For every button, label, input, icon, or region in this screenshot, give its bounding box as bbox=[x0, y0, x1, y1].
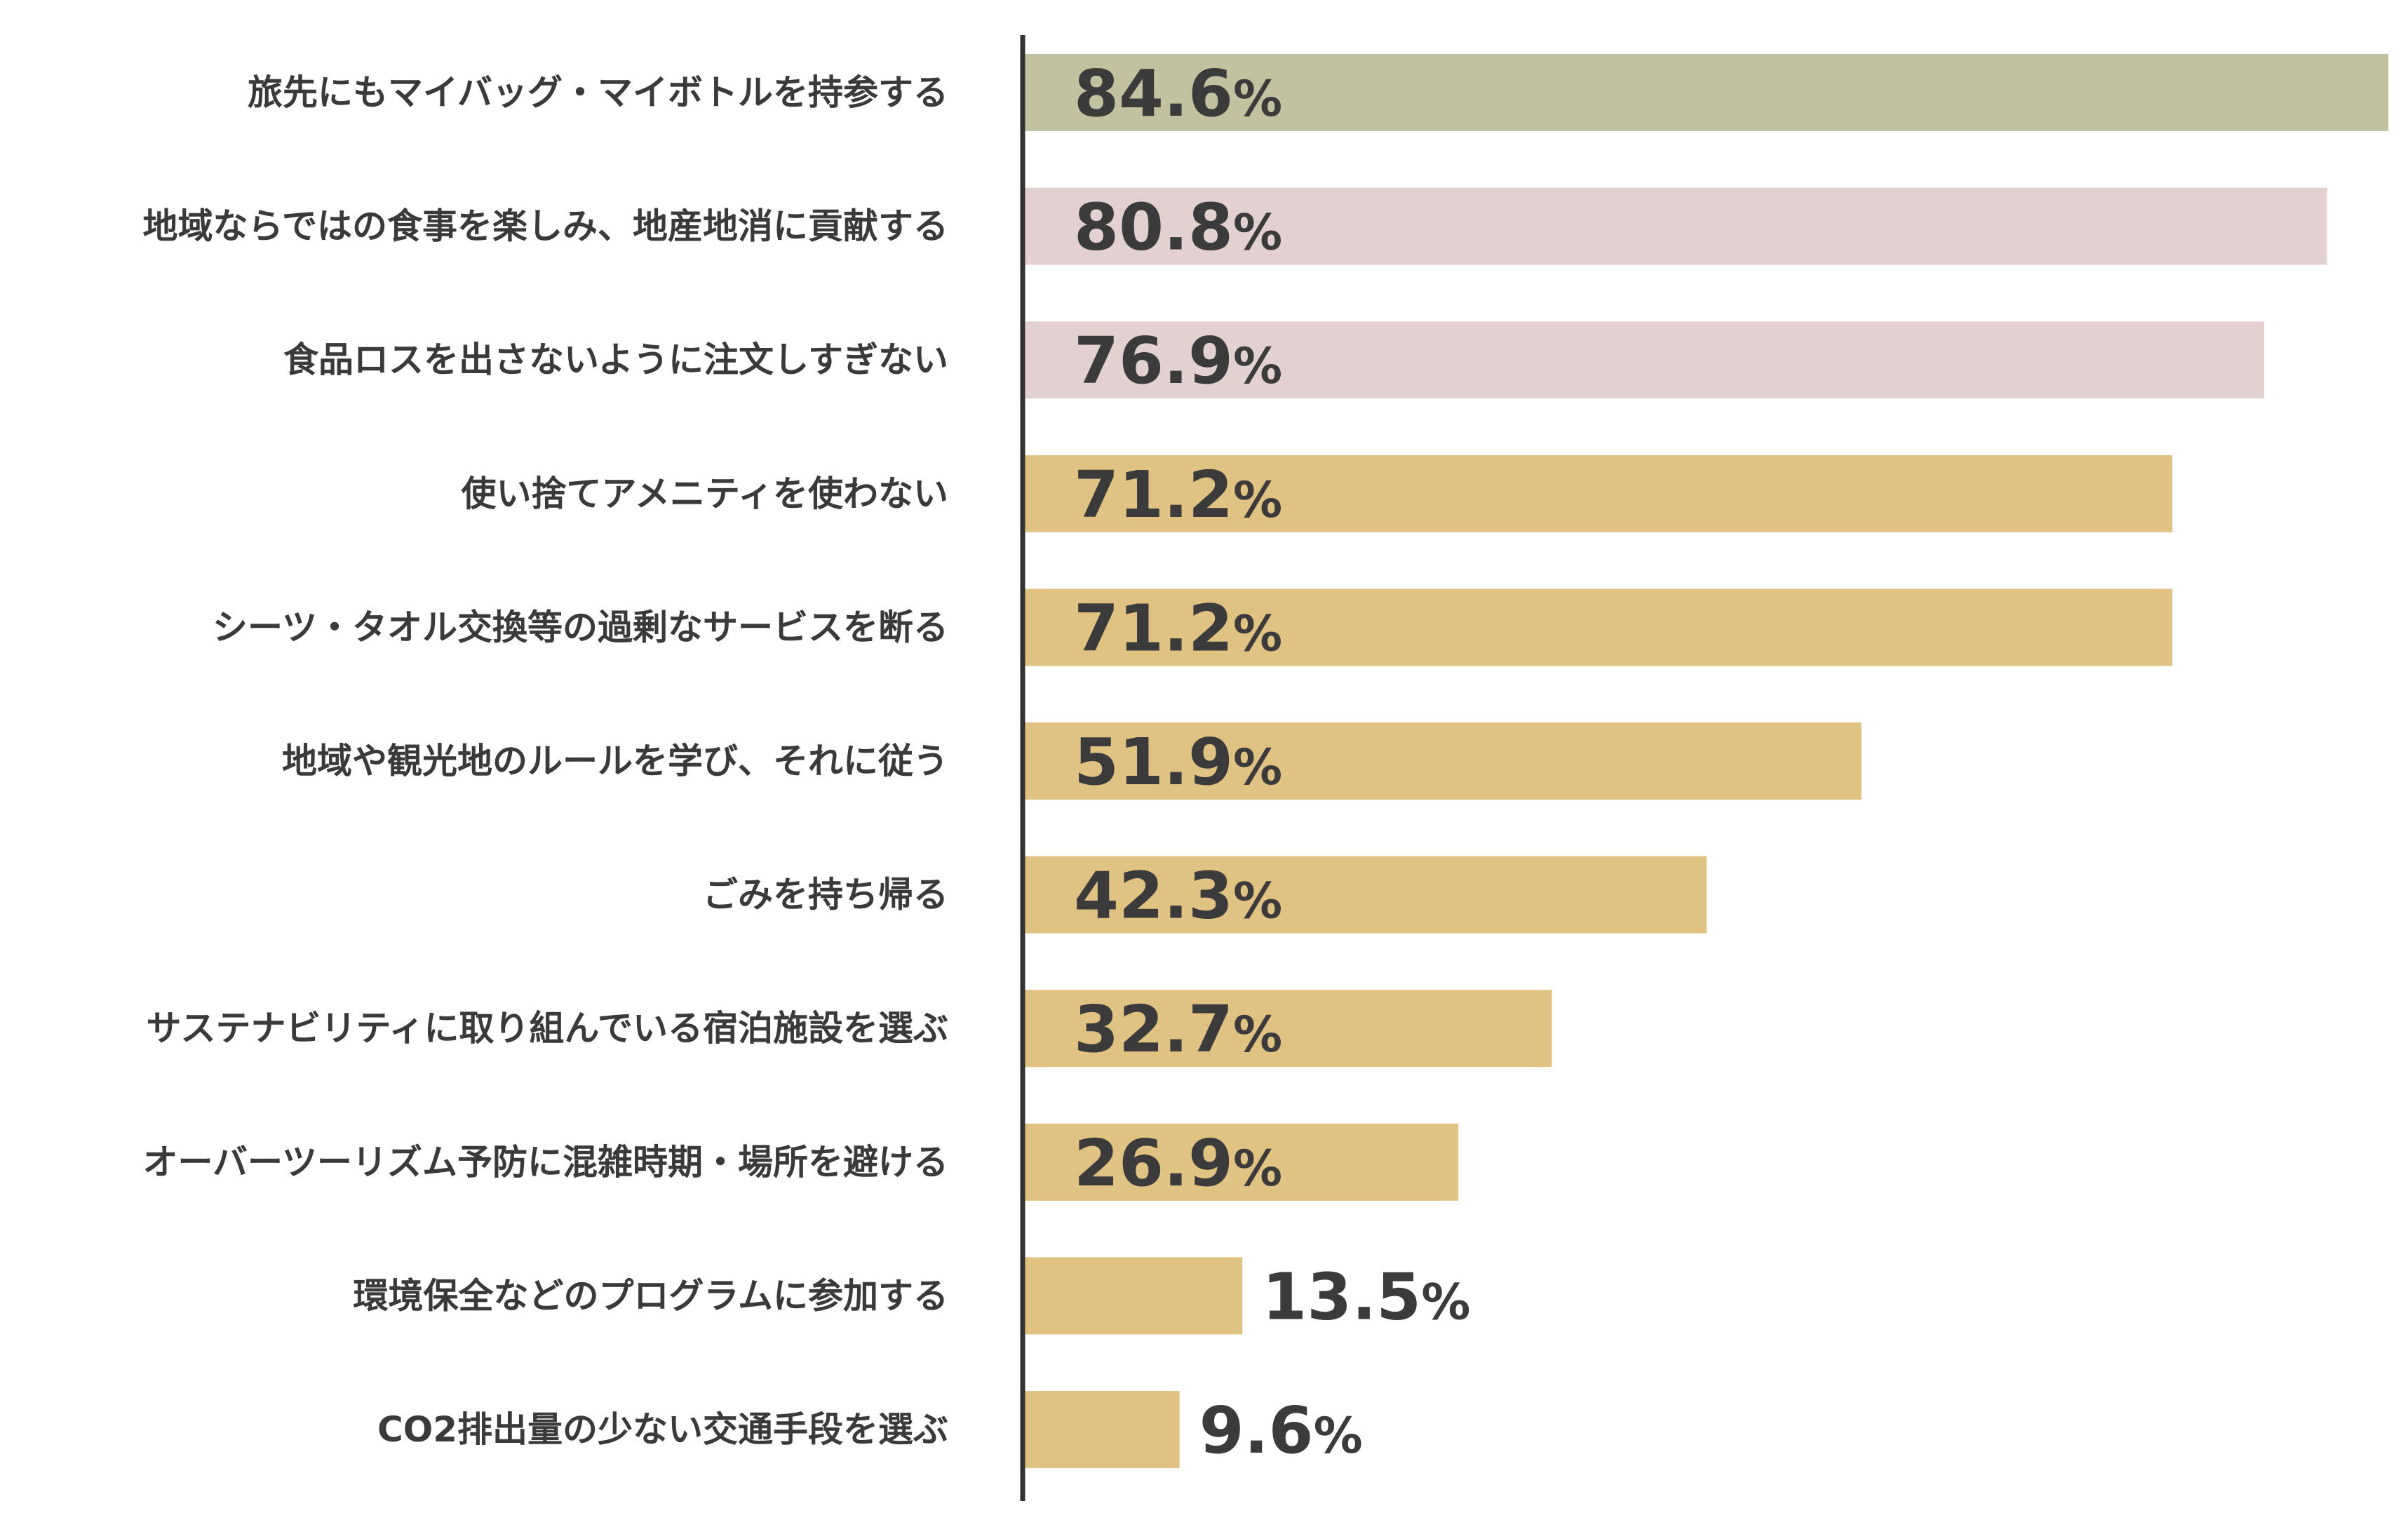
percent-sign-7: % bbox=[1233, 873, 1282, 930]
bar-6 bbox=[1025, 722, 1862, 800]
percent-sign-3: % bbox=[1233, 337, 1282, 395]
bar-8 bbox=[1025, 990, 1552, 1068]
value-label-10: 13.5% bbox=[1262, 1259, 1470, 1334]
value-label-2: 80.8% bbox=[1074, 190, 1282, 265]
value-number-5: 71.2 bbox=[1074, 591, 1233, 666]
value-number-6: 51.9 bbox=[1074, 725, 1233, 800]
category-label-8: サステナビリティに取り組んでいる宿泊施設を選ぶ bbox=[147, 1008, 949, 1049]
bar-11 bbox=[1025, 1391, 1180, 1468]
percent-sign-9: % bbox=[1233, 1140, 1282, 1197]
bar-2 bbox=[1025, 187, 2327, 265]
category-label-6: 地域や観光地のルールを学び、それに従う bbox=[282, 741, 948, 781]
value-number-11: 9.6 bbox=[1199, 1393, 1314, 1468]
bar-4 bbox=[1025, 455, 2173, 532]
value-number-7: 42.3 bbox=[1074, 859, 1233, 934]
category-label-4: 使い捨てアメニティを使わない bbox=[462, 473, 949, 514]
bar-10 bbox=[1025, 1257, 1243, 1335]
category-label-10: 環境保全などのプログラムに参加する bbox=[354, 1275, 949, 1316]
category-label-5: シーツ・タオル交換等の過剰なサービスを断る bbox=[213, 607, 948, 647]
percent-sign-11: % bbox=[1314, 1407, 1363, 1465]
percent-sign-4: % bbox=[1233, 471, 1282, 529]
value-number-9: 26.9 bbox=[1074, 1126, 1233, 1201]
category-label-1: 旅先にもマイバッグ・マイボトルを持参する bbox=[248, 72, 948, 113]
category-label-3: 食品ロスを出さないように注文しすぎない bbox=[283, 339, 948, 380]
percent-sign-2: % bbox=[1233, 204, 1282, 262]
value-label-1: 84.6% bbox=[1074, 56, 1282, 131]
value-number-8: 32.7 bbox=[1074, 992, 1233, 1067]
value-number-2: 80.8 bbox=[1074, 190, 1233, 265]
bar-3 bbox=[1025, 321, 2265, 399]
value-number-1: 84.6 bbox=[1074, 56, 1233, 131]
value-label-4: 71.2% bbox=[1074, 457, 1282, 532]
category-labels: 旅先にもマイバッグ・マイボトルを持参する地域ならではの食事を楽しみ、地産地消に貢… bbox=[143, 72, 949, 1450]
percent-sign-10: % bbox=[1421, 1273, 1470, 1331]
value-number-10: 13.5 bbox=[1262, 1259, 1421, 1334]
value-label-9: 26.9% bbox=[1074, 1126, 1282, 1201]
value-label-11: 9.6% bbox=[1199, 1393, 1363, 1468]
percent-sign-5: % bbox=[1233, 605, 1282, 662]
value-number-3: 76.9 bbox=[1074, 323, 1233, 398]
percent-sign-8: % bbox=[1233, 1006, 1282, 1063]
category-label-2: 地域ならではの食事を楽しみ、地産地消に貢献する bbox=[143, 206, 949, 247]
bar-5 bbox=[1025, 589, 2173, 666]
bar-1 bbox=[1025, 54, 2388, 131]
category-label-9: オーバーツーリズム予防に混雑時期・場所を避ける bbox=[143, 1142, 949, 1183]
value-label-8: 32.7% bbox=[1074, 992, 1282, 1067]
bar-9 bbox=[1025, 1123, 1459, 1201]
percent-sign-6: % bbox=[1233, 739, 1282, 796]
category-label-11: CO2排出量の少ない交通手段を選ぶ bbox=[377, 1409, 948, 1450]
value-label-6: 51.9% bbox=[1074, 725, 1282, 800]
value-number-4: 71.2 bbox=[1074, 457, 1233, 532]
bar-7 bbox=[1025, 856, 1707, 934]
value-label-7: 42.3% bbox=[1074, 859, 1282, 934]
category-label-7: ごみを持ち帰る bbox=[703, 875, 948, 915]
percent-sign-1: % bbox=[1233, 70, 1282, 128]
bars-layer bbox=[1025, 54, 2388, 1468]
value-label-5: 71.2% bbox=[1074, 591, 1282, 666]
value-labels: 84.6%80.8%76.9%71.2%71.2%51.9%42.3%32.7%… bbox=[1074, 56, 1470, 1468]
value-label-3: 76.9% bbox=[1074, 323, 1282, 398]
